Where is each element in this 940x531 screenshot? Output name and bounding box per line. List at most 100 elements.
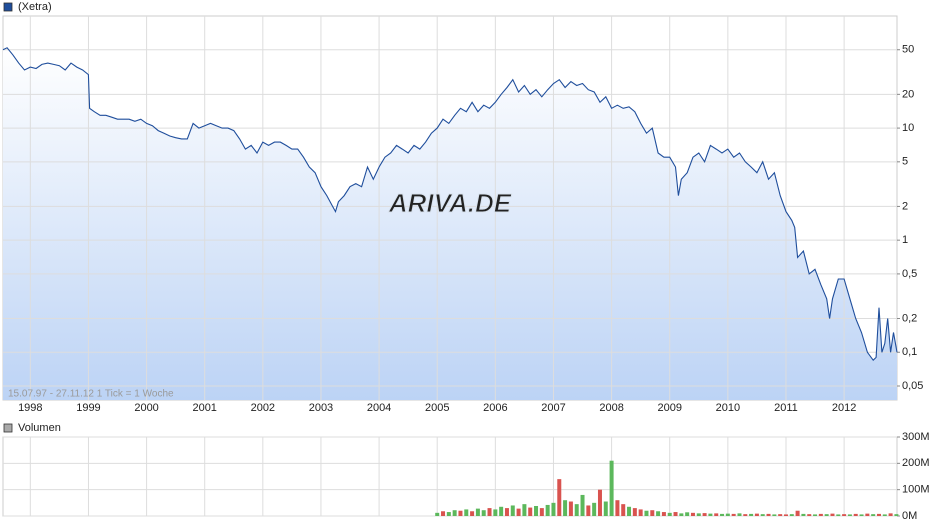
- volume-bar: [853, 513, 858, 516]
- volume-bar: [725, 513, 730, 516]
- x-tick-label: 2004: [367, 402, 391, 414]
- volume-bar: [667, 512, 672, 516]
- volume-bar: [807, 514, 812, 516]
- volume-bar: [679, 513, 684, 516]
- volume-bar: [528, 507, 533, 516]
- volume-bar: [882, 514, 887, 516]
- y-tick-label: 0,2: [902, 312, 917, 324]
- volume-bar: [685, 512, 690, 516]
- x-tick-label: 2000: [134, 402, 158, 414]
- y-tick-label: 300M: [902, 431, 930, 443]
- volume-bar: [894, 514, 899, 516]
- volume-bar: [580, 494, 585, 516]
- legend-swatch: [3, 423, 13, 433]
- volume-bar: [859, 514, 864, 516]
- volume-bar: [516, 508, 521, 516]
- volume-bar: [737, 513, 742, 516]
- volume-bar: [586, 505, 591, 516]
- volume-bar: [783, 514, 788, 516]
- volume-bar: [766, 513, 771, 516]
- volume-bar: [772, 514, 777, 516]
- footnote: 15.07.97 - 27.11.12 1 Tick = 1 Woche: [8, 389, 174, 400]
- volume-bar: [778, 514, 783, 516]
- volume-bar: [673, 512, 678, 516]
- volume-bar: [638, 509, 643, 516]
- volume-bar: [464, 509, 469, 516]
- volume-bar: [876, 513, 881, 516]
- volume-bar: [435, 512, 440, 516]
- legend-label: (Xetra): [18, 1, 52, 13]
- volume-bar: [818, 513, 823, 516]
- x-tick-label: 2001: [192, 402, 216, 414]
- volume-bar: [731, 513, 736, 516]
- x-tick-label: 2002: [251, 402, 275, 414]
- volume-bar: [847, 514, 852, 516]
- x-tick-label: 2010: [716, 402, 740, 414]
- volume-bar: [824, 514, 829, 516]
- volume-bar: [656, 511, 661, 516]
- volume-bar: [627, 506, 632, 516]
- volume-bar: [458, 510, 463, 516]
- volume-bar: [609, 460, 614, 516]
- x-tick-label: 2011: [774, 402, 798, 414]
- volume-bar: [493, 509, 498, 516]
- legend-swatch: [3, 2, 13, 12]
- volume-bar: [789, 514, 794, 516]
- volume-bar: [702, 513, 707, 516]
- volume-bar: [574, 504, 579, 516]
- y-tick-label: 5: [902, 156, 908, 168]
- volume-bar: [499, 506, 504, 516]
- volume-bar: [696, 513, 701, 516]
- volume-bar: [795, 510, 800, 516]
- watermark: ARIVA.DE: [388, 188, 512, 218]
- volume-bar: [743, 514, 748, 516]
- volume-bar: [475, 508, 480, 516]
- volume-bar: [632, 508, 637, 516]
- volume-bar: [504, 508, 509, 516]
- volume-bar: [754, 513, 759, 516]
- x-tick-label: 1999: [76, 402, 100, 414]
- volume-bar: [720, 513, 725, 516]
- volume-bar: [534, 505, 539, 516]
- volume-bar: [830, 513, 835, 516]
- volume-bar: [568, 501, 573, 516]
- x-tick-label: 2006: [483, 402, 507, 414]
- volume-bar: [644, 510, 649, 516]
- volume-bar: [557, 479, 562, 516]
- y-tick-label: 10: [902, 122, 914, 134]
- volume-bar: [690, 512, 695, 516]
- volume-bar: [760, 514, 765, 516]
- volume-bar: [545, 504, 550, 516]
- x-tick-label: 1998: [18, 402, 42, 414]
- y-tick-label: 1: [902, 234, 908, 246]
- volume-bar: [603, 501, 608, 516]
- volume-bar: [470, 511, 475, 516]
- legend-label: Volumen: [18, 422, 61, 434]
- volume-bar: [836, 514, 841, 516]
- y-tick-label: 0,5: [902, 268, 917, 280]
- volume-bar: [865, 513, 870, 516]
- volume-bar: [615, 500, 620, 516]
- volume-bar: [539, 508, 544, 516]
- volume-bar: [749, 513, 754, 516]
- x-tick-label: 2005: [425, 402, 449, 414]
- volume-bar: [842, 514, 847, 516]
- price-line: [2, 47, 898, 362]
- volume-bar: [487, 508, 492, 516]
- y-tick-label: 0,05: [902, 380, 923, 392]
- y-tick-label: 100M: [902, 484, 930, 496]
- volume-bar: [452, 510, 457, 516]
- volume-bar: [563, 500, 568, 516]
- x-tick-label: 2012: [832, 402, 856, 414]
- volume-bar: [650, 510, 655, 516]
- x-tick-label: 2007: [541, 402, 565, 414]
- volume-bar: [871, 514, 876, 516]
- plot-frame: [2, 436, 898, 517]
- volume-bar: [621, 504, 626, 516]
- y-tick-label: 50: [902, 44, 914, 56]
- y-tick-label: 0,1: [902, 346, 917, 358]
- volume-bar: [801, 513, 806, 516]
- volume-bar: [661, 512, 666, 516]
- volume-bar: [441, 511, 446, 516]
